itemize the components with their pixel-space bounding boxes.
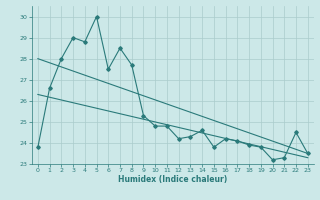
X-axis label: Humidex (Indice chaleur): Humidex (Indice chaleur) <box>118 175 228 184</box>
